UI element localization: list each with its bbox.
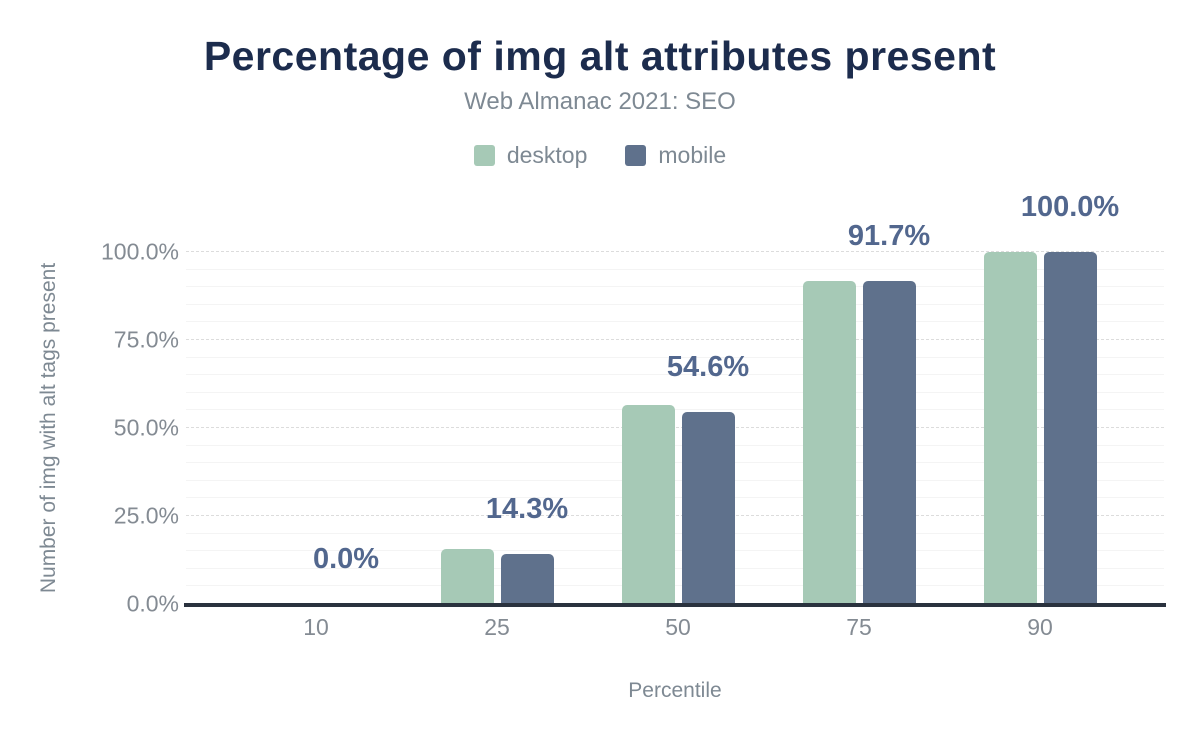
minor-gridline	[186, 356, 1164, 358]
minor-gridline	[186, 409, 1164, 411]
bar-mobile-50[interactable]	[681, 411, 735, 604]
minor-gridline	[186, 286, 1164, 288]
x-tick-label: 10	[303, 614, 329, 640]
bar-mobile-90[interactable]	[1043, 252, 1097, 604]
bar-desktop-75[interactable]	[802, 280, 856, 604]
y-tick-label: 0.0%	[126, 590, 179, 617]
legend-label-desktop: desktop	[506, 142, 588, 168]
x-tick-label: 90	[1027, 614, 1053, 640]
minor-gridline	[186, 444, 1164, 446]
minor-gridline	[186, 374, 1164, 376]
plot-area: 0.0% 14.3% 54.6% 91.7% 100.0%	[186, 193, 1164, 604]
bar-mobile-25[interactable]	[500, 553, 554, 604]
bar-desktop-25[interactable]	[440, 549, 494, 604]
minor-gridline	[186, 497, 1164, 499]
minor-gridline	[186, 479, 1164, 481]
x-tick-label: 75	[846, 614, 872, 640]
legend-item-mobile[interactable]: mobile	[625, 142, 726, 169]
chart-subtitle: Web Almanac 2021: SEO	[464, 88, 736, 115]
major-gridline	[186, 251, 1164, 252]
bar-value-label: 100.0%	[1020, 191, 1120, 223]
chart-title: Percentage of img alt attributes present	[203, 33, 997, 79]
legend-swatch-mobile-icon	[625, 145, 647, 166]
x-tick-label: 25	[484, 614, 510, 640]
legend-label-mobile: mobile	[658, 142, 727, 168]
minor-gridline	[186, 303, 1164, 305]
minor-gridline	[186, 532, 1164, 534]
bar-value-label: 91.7%	[847, 220, 931, 253]
bar-mobile-75[interactable]	[862, 281, 916, 604]
minor-gridline	[186, 462, 1164, 464]
minor-gridline	[186, 550, 1164, 552]
major-gridline	[186, 427, 1164, 428]
bar-desktop-50[interactable]	[621, 405, 675, 604]
y-tick-label: 75.0%	[113, 326, 179, 353]
legend-swatch-desktop-icon	[473, 145, 495, 166]
y-tick-label: 50.0%	[113, 414, 179, 441]
y-tick-label: 100.0%	[100, 238, 179, 265]
minor-gridline	[186, 567, 1164, 569]
x-axis-ticks: 10 25 50 75 90	[186, 616, 1164, 646]
bar-value-label: 0.0%	[312, 543, 380, 575]
x-axis-baseline	[184, 603, 1166, 607]
legend: desktop mobile	[0, 142, 1200, 169]
legend-item-desktop[interactable]: desktop	[473, 142, 588, 169]
x-tick-label: 50	[665, 614, 691, 640]
minor-gridline	[186, 268, 1164, 270]
bar-desktop-90[interactable]	[983, 252, 1037, 604]
bar-value-label: 54.6%	[666, 350, 750, 383]
major-gridline	[186, 515, 1164, 516]
minor-gridline	[186, 585, 1164, 587]
minor-gridline	[186, 391, 1164, 393]
x-axis-title: Percentile	[628, 679, 722, 702]
y-tick-label: 25.0%	[113, 502, 179, 529]
y-axis-ticks: 0.0% 25.0% 50.0% 75.0% 100.0%	[0, 240, 179, 615]
major-gridline	[186, 339, 1164, 340]
minor-gridline	[186, 321, 1164, 323]
bar-value-label: 14.3%	[485, 492, 569, 525]
